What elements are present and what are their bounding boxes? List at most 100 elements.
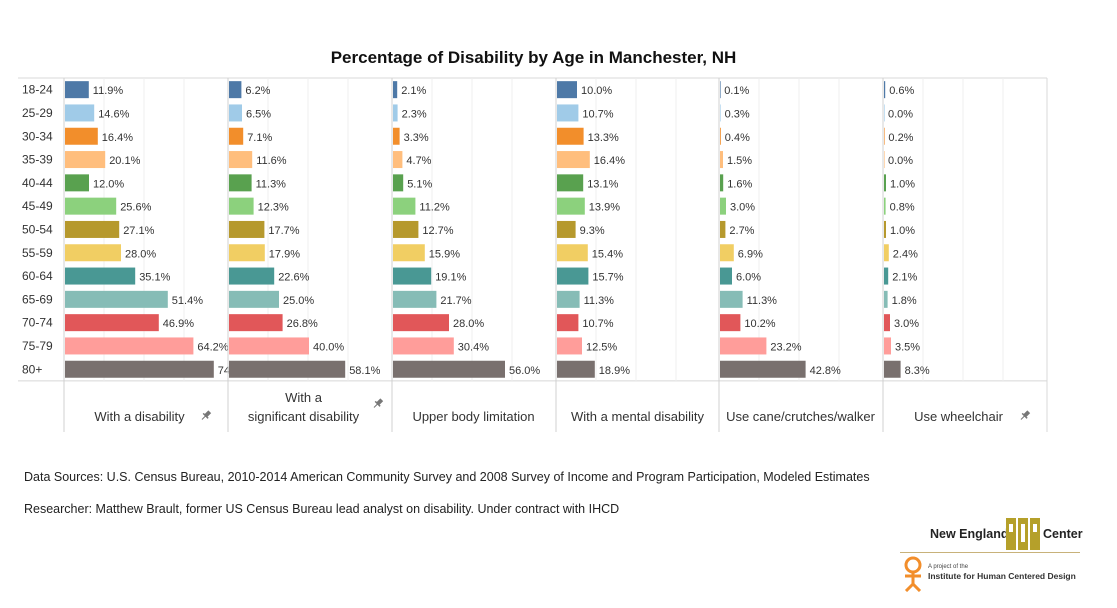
pin-needle bbox=[373, 403, 378, 408]
ihcd-project-label: A project of the bbox=[928, 564, 969, 570]
data-label: 51.4% bbox=[172, 295, 203, 307]
bar-55-59 bbox=[393, 244, 425, 262]
bar-65-69 bbox=[884, 290, 888, 308]
bar-30-34 bbox=[884, 127, 885, 145]
data-label: 28.0% bbox=[125, 248, 156, 260]
bar-25-29 bbox=[884, 104, 885, 122]
data-label: 64.2% bbox=[197, 341, 228, 353]
bar-25-29 bbox=[65, 104, 95, 122]
bar-75-79 bbox=[65, 337, 194, 355]
bar-40-44 bbox=[557, 174, 584, 192]
data-label: 22.6% bbox=[278, 272, 309, 284]
data-label: 5.1% bbox=[407, 178, 432, 190]
row-label: 30-34 bbox=[22, 129, 53, 143]
data-label: 6.2% bbox=[245, 85, 270, 97]
bar-18-24 bbox=[229, 81, 242, 99]
bar-18-24 bbox=[884, 81, 886, 99]
data-label: 21.7% bbox=[440, 295, 471, 307]
ihcd-figure-icon bbox=[904, 556, 922, 592]
data-label: 25.0% bbox=[283, 295, 314, 307]
data-label: 12.3% bbox=[258, 202, 289, 214]
bar-70-74 bbox=[393, 314, 449, 332]
row-label: 80+ bbox=[22, 362, 42, 376]
bar-70-74 bbox=[720, 314, 741, 332]
bar-55-59 bbox=[229, 244, 265, 262]
bar-45-49 bbox=[229, 197, 254, 215]
data-label: 15.4% bbox=[592, 248, 623, 260]
bar-80+ bbox=[229, 360, 346, 378]
bar-45-49 bbox=[884, 197, 886, 215]
data-label: 30.4% bbox=[458, 341, 489, 353]
bar-30-34 bbox=[720, 127, 721, 145]
panel-header: Use wheelchair bbox=[914, 409, 1004, 424]
bar-25-29 bbox=[229, 104, 242, 122]
panel-header: Upper body limitation bbox=[412, 409, 534, 424]
bar-50-54 bbox=[720, 220, 726, 238]
panel-header: Use cane/crutches/walker bbox=[726, 409, 876, 424]
row-label: 25-29 bbox=[22, 106, 53, 120]
new-england-ada-center-logo: New England Center bbox=[930, 516, 1090, 552]
data-label: 12.0% bbox=[93, 178, 124, 190]
bar-40-44 bbox=[720, 174, 724, 192]
data-label: 3.5% bbox=[895, 341, 920, 353]
data-label: 0.8% bbox=[890, 202, 915, 214]
pin-collar bbox=[374, 400, 381, 407]
data-label: 15.9% bbox=[429, 248, 460, 260]
bar-60-64 bbox=[229, 267, 275, 285]
panel-header: With a mental disability bbox=[571, 409, 704, 424]
bar-40-44 bbox=[229, 174, 252, 192]
bar-45-49 bbox=[65, 197, 117, 215]
bar-50-54 bbox=[884, 220, 886, 238]
data-label: 28.0% bbox=[453, 318, 484, 330]
row-label: 40-44 bbox=[22, 176, 53, 190]
data-label: 58.1% bbox=[349, 365, 380, 377]
bar-55-59 bbox=[65, 244, 121, 262]
data-label: 8.3% bbox=[905, 365, 930, 377]
pin-icon bbox=[201, 410, 212, 420]
data-label: 3.3% bbox=[404, 132, 429, 144]
bar-40-44 bbox=[393, 174, 404, 192]
pin-needle bbox=[201, 415, 206, 420]
row-label: 65-69 bbox=[22, 292, 53, 306]
bar-35-39 bbox=[557, 151, 590, 169]
bar-65-69 bbox=[720, 290, 743, 308]
data-label: 15.7% bbox=[592, 272, 623, 284]
bar-35-39 bbox=[884, 151, 885, 169]
data-label: 1.8% bbox=[892, 295, 917, 307]
ihcd-name-label: Institute for Human Centered Design bbox=[928, 571, 1076, 581]
bar-70-74 bbox=[884, 314, 890, 332]
data-label: 11.3% bbox=[584, 295, 615, 307]
bar-50-54 bbox=[65, 220, 120, 238]
data-label: 2.4% bbox=[893, 248, 918, 260]
bar-75-79 bbox=[557, 337, 582, 355]
data-label: 14.6% bbox=[98, 108, 129, 120]
data-label: 11.9% bbox=[93, 85, 124, 97]
panel-header: With a bbox=[285, 390, 323, 405]
data-label: 17.9% bbox=[269, 248, 300, 260]
data-label: 10.0% bbox=[581, 85, 612, 97]
data-label: 0.6% bbox=[889, 85, 914, 97]
bar-60-64 bbox=[393, 267, 432, 285]
data-label: 1.0% bbox=[890, 178, 915, 190]
data-label: 12.7% bbox=[422, 225, 453, 237]
bar-45-49 bbox=[557, 197, 585, 215]
bar-75-79 bbox=[884, 337, 891, 355]
data-label: 9.3% bbox=[580, 225, 605, 237]
bar-30-34 bbox=[229, 127, 244, 145]
data-label: 13.3% bbox=[588, 132, 619, 144]
data-label: 20.1% bbox=[109, 155, 140, 167]
data-label: 6.9% bbox=[738, 248, 763, 260]
data-label: 0.4% bbox=[725, 132, 750, 144]
ada-mark-icon bbox=[1006, 518, 1040, 550]
row-label: 70-74 bbox=[22, 316, 53, 330]
bar-50-54 bbox=[229, 220, 265, 238]
data-label: 2.1% bbox=[401, 85, 426, 97]
bar-40-44 bbox=[884, 174, 886, 192]
data-label: 2.7% bbox=[729, 225, 754, 237]
bar-30-34 bbox=[393, 127, 400, 145]
data-label: 18.9% bbox=[599, 365, 630, 377]
data-label: 16.4% bbox=[102, 132, 133, 144]
panel-header: With a disability bbox=[94, 409, 185, 424]
data-label: 16.4% bbox=[594, 155, 625, 167]
bar-60-64 bbox=[65, 267, 136, 285]
